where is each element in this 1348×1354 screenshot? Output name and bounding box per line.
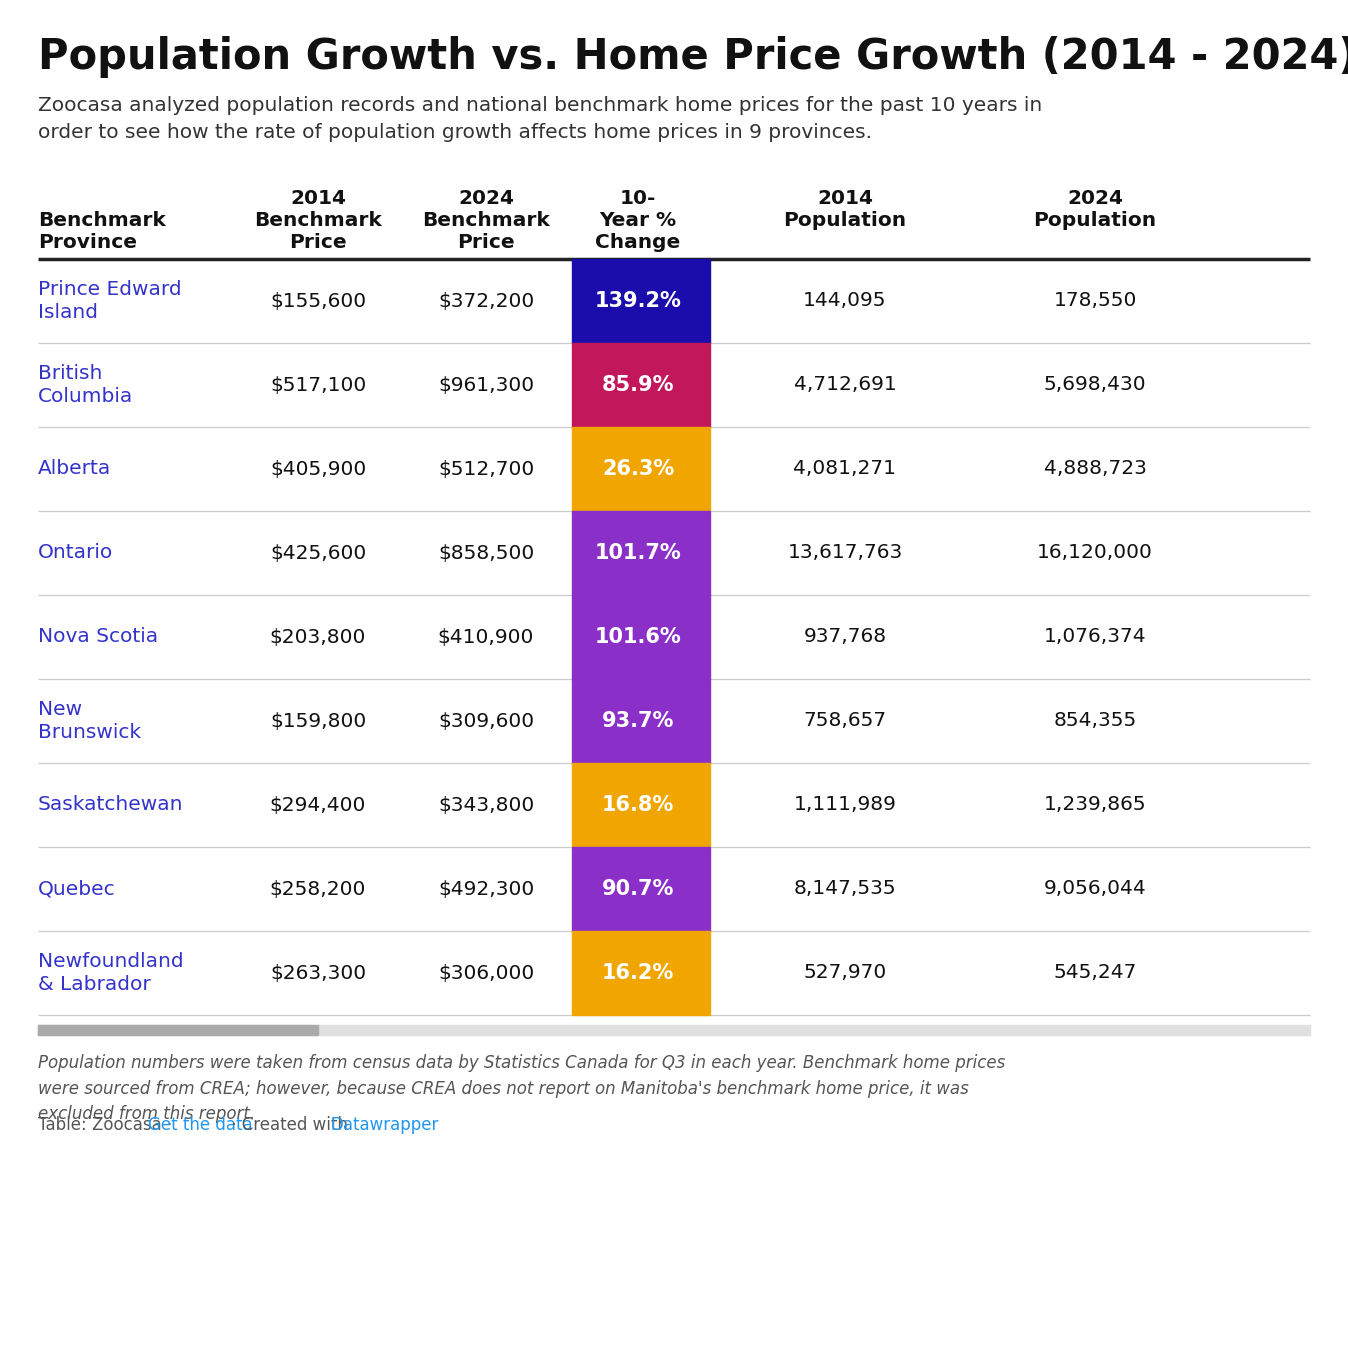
Text: $410,900: $410,900 [438, 627, 534, 646]
Text: 2014: 2014 [290, 190, 346, 209]
Text: $258,200: $258,200 [270, 880, 367, 899]
Text: 4,888,723: 4,888,723 [1043, 459, 1146, 478]
Text: Quebec: Quebec [38, 880, 116, 899]
Text: Population: Population [783, 211, 907, 230]
Text: Population numbers were taken from census data by Statistics Canada for Q3 in ea: Population numbers were taken from censu… [38, 1053, 1006, 1124]
Text: Population Growth vs. Home Price Growth (2014 - 2024): Population Growth vs. Home Price Growth … [38, 37, 1348, 79]
Text: Table: Zoocasa ·: Table: Zoocasa · [38, 1116, 178, 1135]
Text: Benchmark: Benchmark [422, 211, 550, 230]
Text: 2024: 2024 [458, 190, 514, 209]
Bar [572, 764, 710, 848]
Bar [572, 932, 710, 1016]
Text: 13,617,763: 13,617,763 [787, 543, 903, 562]
Text: 10-: 10- [620, 190, 656, 209]
Text: 1,111,989: 1,111,989 [794, 796, 896, 815]
Text: $306,000: $306,000 [438, 964, 534, 983]
Text: $309,600: $309,600 [438, 711, 534, 731]
Text: $961,300: $961,300 [438, 375, 534, 394]
Text: Ontario: Ontario [38, 543, 113, 562]
Text: 2014: 2014 [817, 190, 874, 209]
Text: 178,550: 178,550 [1053, 291, 1136, 310]
Text: 9,056,044: 9,056,044 [1043, 880, 1146, 899]
Text: · Created with: · Created with [226, 1116, 353, 1135]
Text: 26.3%: 26.3% [601, 459, 674, 479]
Text: 139.2%: 139.2% [594, 291, 682, 311]
Text: $159,800: $159,800 [270, 711, 367, 731]
Text: $263,300: $263,300 [270, 964, 367, 983]
Text: 16,120,000: 16,120,000 [1037, 543, 1153, 562]
Text: Benchmark: Benchmark [38, 211, 166, 230]
Text: 101.6%: 101.6% [594, 627, 681, 647]
Text: Get the data: Get the data [148, 1116, 253, 1135]
Text: New
Brunswick: New Brunswick [38, 700, 142, 742]
Text: Population: Population [1034, 211, 1157, 230]
Text: 16.2%: 16.2% [601, 963, 674, 983]
Text: $517,100: $517,100 [270, 375, 367, 394]
Text: Newfoundland
& Labrador: Newfoundland & Labrador [38, 952, 183, 994]
Bar [572, 259, 710, 343]
Text: Zoocasa analyzed population records and national benchmark home prices for the p: Zoocasa analyzed population records and … [38, 96, 1042, 142]
Bar [572, 848, 710, 932]
Text: 16.8%: 16.8% [601, 795, 674, 815]
Text: 545,247: 545,247 [1053, 964, 1136, 983]
Text: 5,698,430: 5,698,430 [1043, 375, 1146, 394]
Text: 4,712,691: 4,712,691 [794, 375, 896, 394]
Text: $203,800: $203,800 [270, 627, 367, 646]
Text: $343,800: $343,800 [438, 796, 534, 815]
Text: Price: Price [290, 233, 346, 252]
Text: 8,147,535: 8,147,535 [794, 880, 896, 899]
Text: Alberta: Alberta [38, 459, 112, 478]
Bar [572, 678, 710, 764]
Text: 2024: 2024 [1068, 190, 1123, 209]
Text: Province: Province [38, 233, 137, 252]
Bar [572, 427, 710, 510]
Text: 1,239,865: 1,239,865 [1043, 796, 1146, 815]
Bar [572, 343, 710, 427]
Text: $858,500: $858,500 [438, 543, 534, 562]
Text: 854,355: 854,355 [1053, 711, 1136, 731]
Text: Nova Scotia: Nova Scotia [38, 627, 158, 646]
Text: Change: Change [596, 233, 681, 252]
Text: 101.7%: 101.7% [594, 543, 681, 563]
Text: $512,700: $512,700 [438, 459, 534, 478]
Text: 1,076,374: 1,076,374 [1043, 627, 1146, 646]
Bar [38, 1025, 318, 1034]
Text: Year %: Year % [600, 211, 677, 230]
Text: 527,970: 527,970 [803, 964, 887, 983]
Text: Datawrapper: Datawrapper [330, 1116, 439, 1135]
Text: $425,600: $425,600 [270, 543, 367, 562]
Text: $492,300: $492,300 [438, 880, 534, 899]
Text: 758,657: 758,657 [803, 711, 887, 731]
Text: Prince Edward
Island: Prince Edward Island [38, 280, 182, 322]
Text: $405,900: $405,900 [270, 459, 367, 478]
Text: 937,768: 937,768 [803, 627, 887, 646]
Text: 4,081,271: 4,081,271 [794, 459, 896, 478]
Text: 90.7%: 90.7% [601, 879, 674, 899]
Text: 93.7%: 93.7% [601, 711, 674, 731]
Text: $372,200: $372,200 [438, 291, 534, 310]
Text: 144,095: 144,095 [803, 291, 887, 310]
Bar [572, 510, 710, 594]
Text: Benchmark: Benchmark [255, 211, 381, 230]
Text: 85.9%: 85.9% [601, 375, 674, 395]
Text: Price: Price [457, 233, 515, 252]
Text: British
Columbia: British Columbia [38, 364, 133, 406]
Bar [572, 594, 710, 678]
Text: $155,600: $155,600 [270, 291, 367, 310]
Bar [38, 1025, 1310, 1034]
Text: Saskatchewan: Saskatchewan [38, 796, 183, 815]
Text: $294,400: $294,400 [270, 796, 367, 815]
